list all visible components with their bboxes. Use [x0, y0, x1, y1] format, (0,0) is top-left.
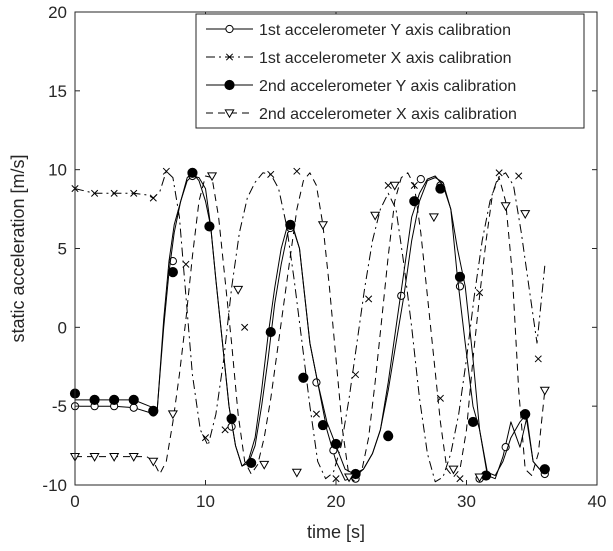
- y-tick-label: 15: [48, 82, 67, 101]
- data-point-3: [129, 403, 138, 412]
- data-point-16: [384, 181, 392, 189]
- data-point-6: [182, 260, 190, 268]
- data-point-4: [148, 405, 159, 416]
- data-point-18: [520, 210, 531, 220]
- data-point-18: [455, 282, 465, 291]
- data-point-14: [352, 371, 360, 379]
- data-point-10: [317, 221, 329, 231]
- data-point-13: [389, 181, 400, 191]
- data-point-9: [246, 457, 257, 469]
- x-tick-label: 30: [457, 492, 476, 511]
- data-point-23: [534, 355, 542, 363]
- data-point-22: [520, 408, 531, 420]
- data-point-19: [539, 386, 550, 396]
- data-point-17: [500, 202, 511, 212]
- data-point-legend: [225, 24, 234, 34]
- data-point-16: [416, 175, 425, 184]
- data-point-6: [206, 172, 218, 182]
- data-point-4: [148, 457, 159, 467]
- data-point-legend: [225, 53, 234, 61]
- data-point-11: [293, 167, 301, 175]
- y-tick-label: 5: [58, 240, 67, 259]
- data-point-20: [467, 416, 479, 428]
- data-point-12: [298, 372, 309, 383]
- data-point-1: [89, 452, 100, 462]
- legend-entry: 2nd accelerometer Y axis calibration: [206, 78, 516, 95]
- data-point-8: [221, 426, 229, 434]
- data-point-2: [109, 452, 120, 462]
- data-point-legend: [224, 109, 235, 119]
- data-point-23: [539, 464, 550, 475]
- data-point-13: [332, 475, 340, 483]
- data-point-19: [456, 475, 464, 483]
- data-point-3: [128, 452, 139, 462]
- data-point-5: [162, 167, 170, 175]
- data-point-13: [317, 419, 329, 431]
- series-line: [74, 170, 546, 483]
- data-point-8: [259, 460, 270, 470]
- data-point-1: [89, 394, 100, 405]
- data-point-10: [265, 326, 276, 338]
- data-point-3: [130, 189, 138, 197]
- legend-label: 2nd accelerometer X axis calibration: [259, 106, 517, 123]
- x-tick-label: 20: [327, 492, 346, 511]
- data-point-6: [187, 167, 198, 178]
- legend-entry: 1st accelerometer X axis calibration: [206, 50, 512, 67]
- data-point-17: [409, 196, 420, 207]
- x-tick-label: 0: [70, 492, 79, 511]
- legend-entry: 1st accelerometer Y axis calibration: [206, 22, 511, 39]
- data-point-7: [204, 221, 215, 232]
- x-tick-label: 40: [588, 492, 607, 511]
- data-point-1: [91, 189, 99, 197]
- data-point-3: [128, 394, 139, 405]
- data-point-2: [110, 189, 118, 197]
- data-point-7: [233, 285, 244, 295]
- data-point-7: [201, 434, 210, 442]
- data-point-9: [291, 468, 302, 478]
- legend: 1st accelerometer Y axis calibration 1st …: [195, 13, 585, 129]
- y-tick-label: 20: [48, 3, 67, 22]
- data-point-20: [475, 289, 484, 297]
- data-point-2: [109, 394, 120, 405]
- y-tick-label: -10: [42, 476, 67, 495]
- data-point-21: [495, 169, 503, 177]
- data-point-legend: [224, 79, 235, 91]
- series-line: [75, 172, 546, 483]
- y-tick-label: 0: [58, 318, 67, 337]
- data-point-4: [149, 194, 157, 202]
- y-tick-label: -5: [52, 397, 67, 416]
- legend-box: [195, 13, 585, 129]
- legend-label: 1st accelerometer Y axis calibration: [259, 22, 511, 39]
- data-point-5: [167, 267, 178, 278]
- legend-label: 2nd accelerometer Y axis calibration: [259, 78, 516, 95]
- axes: 0 10 20 30 40 -10 -5 0 5 10 15 20: [42, 3, 606, 511]
- data-point-11: [312, 378, 321, 387]
- data-point-9: [241, 323, 249, 331]
- x-tick-label: 10: [196, 492, 215, 511]
- data-point-5: [167, 410, 178, 420]
- data-point-11: [285, 219, 296, 230]
- data-point-10: [267, 170, 275, 178]
- data-point-15: [448, 465, 459, 475]
- legend-entry: 2nd accelerometer X axis calibration: [206, 106, 517, 123]
- series-line: [75, 172, 548, 476]
- data-point-18: [435, 183, 446, 194]
- data-point-12: [370, 211, 381, 221]
- y-axis-label: static acceleration [m/s]: [8, 154, 28, 342]
- data-point-14: [330, 438, 342, 450]
- data-point-8: [226, 413, 237, 424]
- data-point-22: [515, 172, 523, 180]
- x-axis-label: time [s]: [307, 522, 365, 542]
- data-point-12: [312, 410, 320, 418]
- data-point-14: [428, 213, 439, 223]
- series-4: [69, 172, 550, 483]
- legend-label: 1st accelerometer X axis calibration: [259, 50, 512, 67]
- data-point-16: [383, 431, 394, 442]
- data-point-19: [454, 271, 466, 282]
- data-point-11: [343, 473, 355, 483]
- data-point-16: [474, 473, 485, 483]
- data-point-15: [365, 295, 373, 303]
- y-tick-label: 10: [48, 161, 67, 180]
